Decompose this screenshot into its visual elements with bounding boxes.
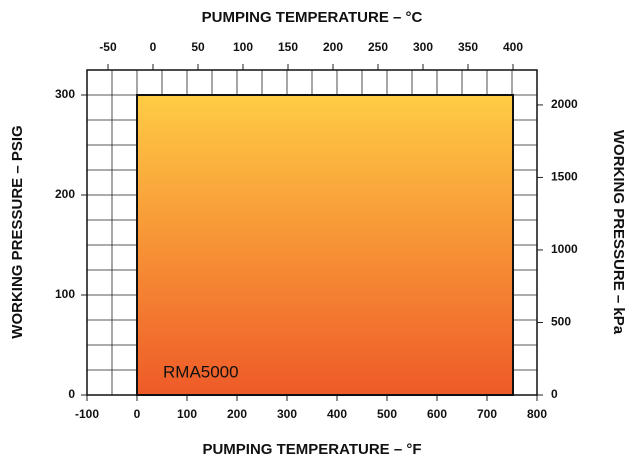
x2-tick-label: 50	[191, 40, 205, 54]
y2-tick-label: 2000	[551, 97, 578, 111]
x2-tick-label: 350	[458, 40, 478, 54]
x2-tick-label: 400	[503, 40, 523, 54]
plot-frame	[86, 69, 538, 396]
x2-axis-title: PUMPING TEMPERATURE – °C	[202, 9, 423, 26]
y-tick-label: 100	[55, 287, 75, 301]
x-tick-label: 500	[377, 407, 397, 421]
x-axis-title: PUMPING TEMPERATURE – °F	[202, 441, 421, 458]
y2-tick-label: 0	[551, 387, 558, 401]
y-tick-label: 0	[68, 387, 75, 401]
x2-tick-label: 100	[233, 40, 253, 54]
x2-tick-label: 250	[368, 40, 388, 54]
y-tick-label: 300	[55, 87, 75, 101]
y-tick-label: 200	[55, 187, 75, 201]
operating-envelope	[136, 94, 514, 396]
x-tick-label: 0	[134, 407, 141, 421]
x2-tick-label: -50	[99, 40, 117, 54]
x-tick-label: 700	[477, 407, 497, 421]
x-tick-label: 400	[327, 407, 347, 421]
y2-axis-title: WORKING PRESSURE – kPa	[610, 130, 627, 335]
y-axis-title: WORKING PRESSURE – PSIG	[9, 125, 26, 338]
y2-tick-label: 500	[551, 315, 571, 329]
x2-tick-label: 150	[278, 40, 298, 54]
x-tick-label: -100	[75, 407, 99, 421]
y2-tick-label: 1000	[551, 242, 578, 256]
x-tick-label: 200	[227, 407, 247, 421]
x2-tick-label: 0	[150, 40, 157, 54]
x2-tick-label: 200	[323, 40, 343, 54]
x-tick-label: 600	[427, 407, 447, 421]
y2-tick-label: 1500	[551, 170, 578, 184]
x2-tick-label: 300	[413, 40, 433, 54]
x-tick-label: 300	[277, 407, 297, 421]
x-tick-label: 100	[177, 407, 197, 421]
series-label: RMA5000	[163, 362, 239, 381]
x-tick-label: 800	[527, 407, 547, 421]
